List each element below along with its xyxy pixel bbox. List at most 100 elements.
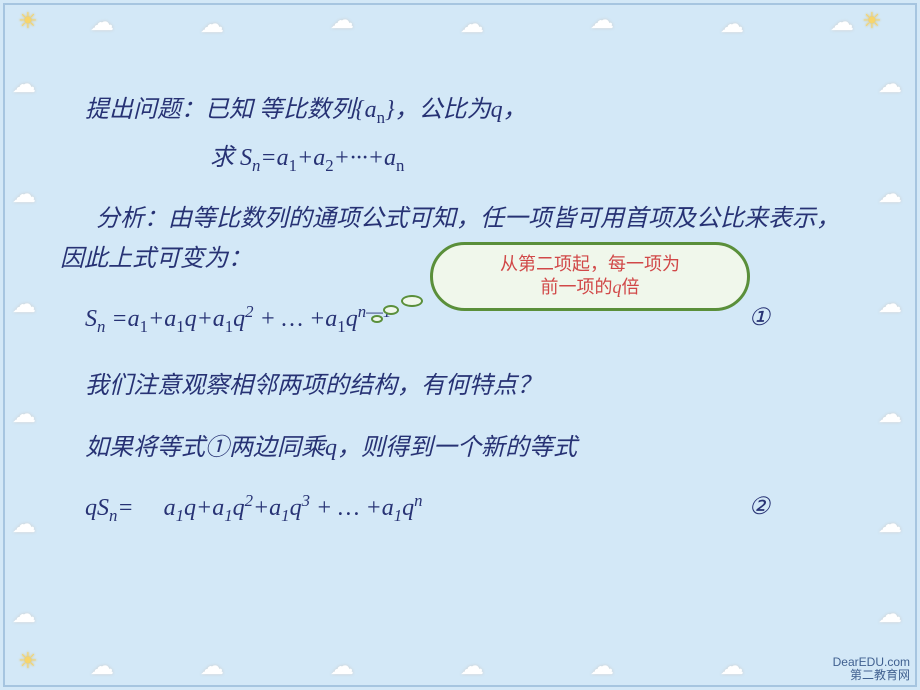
cloud-icon: ☁ — [12, 600, 36, 629]
cloud-icon: ☁ — [720, 10, 744, 39]
var-a: a — [365, 97, 377, 123]
cloud-icon: ☁ — [12, 510, 36, 539]
sub-1: 1 — [337, 317, 345, 336]
sun-icon: ☀ — [18, 648, 38, 674]
cloud-icon: ☁ — [878, 70, 902, 99]
plus: + — [197, 306, 213, 332]
watermark-logo: DearEDU.com 第二教育网 — [833, 656, 910, 682]
eq: = — [260, 145, 276, 171]
bubble-dot-icon — [401, 295, 423, 307]
sub-n: n — [377, 108, 385, 127]
bubble-dot-icon — [371, 315, 383, 323]
bubble-line-1: 从第二项起，每一项为 — [457, 253, 723, 276]
var-q: q — [491, 97, 503, 123]
var-a: a — [382, 495, 394, 521]
var-q: q — [325, 435, 337, 461]
multiply-paragraph: 如果将等式①两边同乘q，则得到一个新的等式 — [85, 428, 860, 469]
plus: + — [148, 306, 164, 332]
var-a: a — [164, 306, 176, 332]
sub-1: 1 — [224, 506, 232, 525]
text: ， — [503, 97, 527, 123]
cloud-icon: ☁ — [12, 290, 36, 319]
text: }，公比为 — [385, 97, 491, 123]
cloud-icon: ☁ — [12, 400, 36, 429]
cloud-icon: ☁ — [200, 10, 224, 39]
cloud-icon: ☁ — [878, 400, 902, 429]
equation-marker-2: ② — [748, 487, 770, 528]
var-q: q — [402, 495, 414, 521]
sub-1: 1 — [289, 156, 297, 175]
cloud-icon: ☁ — [90, 8, 114, 37]
cloud-icon: ☁ — [12, 70, 36, 99]
equation-marker-1: ① — [748, 298, 770, 339]
eq: = — [117, 495, 133, 521]
cloud-icon: ☁ — [878, 510, 902, 539]
var-q: q — [184, 495, 196, 521]
sup-2: 2 — [245, 302, 253, 321]
text: 求 S — [210, 145, 252, 171]
var-q: q — [185, 306, 197, 332]
var-q: q — [346, 306, 358, 332]
problem-line-2: 求 Sn=a1+a2+···+an — [210, 138, 860, 180]
dots: + … + — [310, 495, 382, 521]
var-S: S — [85, 306, 97, 332]
sub-2: 2 — [325, 156, 333, 175]
var-a: a — [213, 306, 225, 332]
bubble-dot-icon — [383, 305, 399, 315]
var-a: a — [313, 145, 325, 171]
cloud-icon: ☁ — [200, 652, 224, 681]
cloud-icon: ☁ — [720, 652, 744, 681]
logo-line-1: DearEDU.com — [833, 656, 910, 669]
cloud-icon: ☁ — [590, 6, 614, 35]
sub-1: 1 — [176, 506, 184, 525]
cloud-icon: ☁ — [90, 652, 114, 681]
sub-1: 1 — [394, 506, 402, 525]
sup-3: 3 — [302, 491, 310, 510]
sub-1: 1 — [176, 317, 184, 336]
problem-line-1: 提出问题：已知 等比数列{an}，公比为q， — [85, 90, 860, 132]
sup-2: 2 — [245, 491, 253, 510]
dots: +···+ — [334, 145, 384, 171]
cloud-icon: ☁ — [460, 652, 484, 681]
sub-1: 1 — [225, 317, 233, 336]
sup-n: n — [414, 491, 422, 510]
bubble-body: 从第二项起，每一项为 前一项的q倍 — [430, 242, 750, 311]
var-a: a — [277, 145, 289, 171]
logo-line-2: 第二教育网 — [833, 669, 910, 682]
text: 我们注意观察相邻两项的结构，有何特点？ — [85, 373, 541, 399]
cloud-icon: ☁ — [878, 180, 902, 209]
var-a: a — [128, 306, 140, 332]
var-q: q — [233, 306, 245, 332]
var-a: a — [269, 495, 281, 521]
cloud-icon: ☁ — [830, 8, 854, 37]
text: 如果将等式①两边同乘 — [85, 435, 325, 461]
text: 提出问题：已知 等比数列{ — [85, 97, 365, 123]
sun-icon: ☀ — [18, 8, 38, 34]
var-a: a — [164, 495, 176, 521]
var-q: q — [613, 277, 622, 297]
sun-icon: ☀ — [862, 8, 882, 34]
text: 倍 — [622, 277, 640, 297]
sub-n: n — [396, 156, 404, 175]
var-q: q — [290, 495, 302, 521]
text: 前一项的 — [541, 277, 613, 297]
var-a: a — [384, 145, 396, 171]
bubble-line-2: 前一项的q倍 — [457, 276, 723, 299]
cloud-icon: ☁ — [878, 290, 902, 319]
cloud-icon: ☁ — [12, 180, 36, 209]
var-q: q — [233, 495, 245, 521]
var-qS: qS — [85, 495, 109, 521]
cloud-icon: ☁ — [330, 6, 354, 35]
cloud-icon: ☁ — [590, 652, 614, 681]
var-a: a — [212, 495, 224, 521]
sub-1: 1 — [281, 506, 289, 525]
var-a: a — [325, 306, 337, 332]
cloud-icon: ☁ — [878, 600, 902, 629]
plus: + — [196, 495, 212, 521]
text: ，则得到一个新的等式 — [337, 435, 577, 461]
cloud-icon: ☁ — [460, 10, 484, 39]
plus: + — [297, 145, 313, 171]
dots: + … + — [254, 306, 326, 332]
plus: + — [253, 495, 269, 521]
sub-1: 1 — [140, 317, 148, 336]
